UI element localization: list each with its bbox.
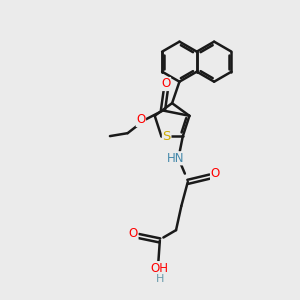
Text: H: H: [156, 274, 164, 284]
Text: O: O: [161, 77, 170, 91]
Text: OH: OH: [150, 262, 168, 275]
Text: O: O: [136, 113, 146, 126]
Text: S: S: [163, 130, 171, 143]
Text: O: O: [211, 167, 220, 180]
Text: O: O: [129, 226, 138, 240]
Text: HN: HN: [167, 152, 184, 165]
